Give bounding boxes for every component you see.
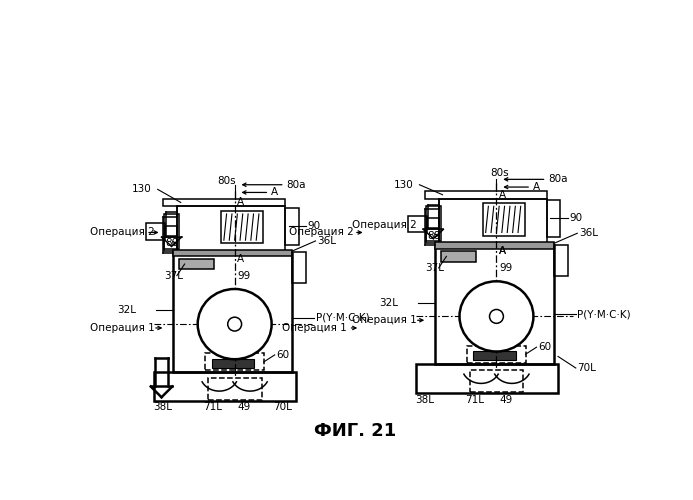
Text: ФИГ. 21: ФИГ. 21 (314, 422, 396, 440)
Text: 38L: 38L (415, 394, 435, 404)
Bar (154, 372, 297, 401)
Text: Операция 2: Операция 2 (288, 228, 353, 237)
Text: +: + (491, 310, 502, 323)
Text: Операция 2: Операция 2 (352, 220, 416, 230)
Bar (473, 351, 516, 360)
Text: 90: 90 (308, 220, 321, 230)
Text: 32L: 32L (380, 298, 398, 308)
Bar (435, 242, 554, 248)
Bar (425, 191, 547, 198)
Text: 80a: 80a (548, 174, 568, 184)
Bar (208, 378, 262, 400)
Ellipse shape (489, 310, 503, 324)
Text: 80a: 80a (286, 180, 306, 190)
Text: A: A (499, 246, 506, 256)
Bar (408, 216, 427, 232)
Bar (163, 198, 285, 206)
Text: 70L: 70L (273, 402, 292, 412)
Bar (164, 214, 179, 248)
Bar (426, 206, 441, 241)
Text: 36L: 36L (317, 236, 336, 246)
Text: P(Y·M·C·K): P(Y·M·C·K) (315, 313, 369, 323)
Text: 71L: 71L (204, 402, 222, 412)
Text: Операция 1: Операция 1 (283, 323, 347, 333)
Bar (221, 211, 263, 244)
Ellipse shape (459, 282, 534, 352)
Bar (285, 208, 299, 245)
Text: Операция 1: Операция 1 (90, 323, 155, 333)
Text: P(Y·M·C·K): P(Y·M·C·K) (577, 309, 631, 319)
Text: 99: 99 (500, 263, 513, 273)
Bar (164, 236, 177, 251)
Bar (426, 228, 439, 244)
Text: 71L: 71L (466, 394, 484, 404)
Bar (554, 245, 568, 276)
Ellipse shape (198, 289, 272, 359)
Text: +: + (229, 318, 240, 330)
Bar (179, 258, 214, 270)
Text: 36L: 36L (579, 228, 598, 238)
Bar (439, 198, 547, 245)
Text: 37L: 37L (164, 270, 183, 280)
Bar (427, 218, 439, 230)
Text: 80s: 80s (491, 168, 509, 178)
Bar (205, 354, 264, 370)
Text: A: A (499, 190, 506, 200)
Text: 32L: 32L (118, 305, 137, 316)
Bar (441, 251, 475, 262)
Text: 37L: 37L (426, 263, 445, 273)
Bar (177, 206, 285, 252)
Text: 80s: 80s (218, 176, 236, 186)
Text: 99: 99 (238, 270, 251, 280)
Text: Операция 2: Операция 2 (90, 228, 155, 237)
Text: 38L: 38L (154, 402, 173, 412)
Text: 70L: 70L (577, 363, 596, 373)
Bar (173, 250, 292, 256)
Text: 130: 130 (132, 184, 152, 194)
Ellipse shape (228, 317, 242, 331)
Bar (211, 359, 254, 368)
Bar (173, 252, 292, 372)
Text: A: A (499, 246, 506, 256)
Text: 49: 49 (499, 394, 512, 404)
Text: A: A (271, 188, 278, 198)
Text: 60: 60 (277, 350, 290, 360)
Text: 80: 80 (166, 238, 179, 248)
Text: 49: 49 (237, 402, 251, 412)
Text: 80: 80 (427, 230, 440, 240)
Bar (166, 226, 177, 237)
Text: A: A (237, 198, 244, 207)
Text: 60: 60 (538, 342, 551, 352)
Bar (467, 346, 526, 362)
Bar (482, 203, 525, 235)
Bar (292, 252, 306, 284)
Bar (416, 364, 558, 394)
Bar (547, 200, 561, 237)
Text: 130: 130 (394, 180, 414, 190)
Text: A: A (533, 182, 540, 192)
Bar (146, 223, 166, 240)
Text: Операция 1: Операция 1 (352, 316, 416, 326)
Text: A: A (237, 254, 244, 264)
Bar (470, 370, 523, 392)
Text: 90: 90 (570, 213, 583, 223)
Bar (435, 245, 554, 364)
